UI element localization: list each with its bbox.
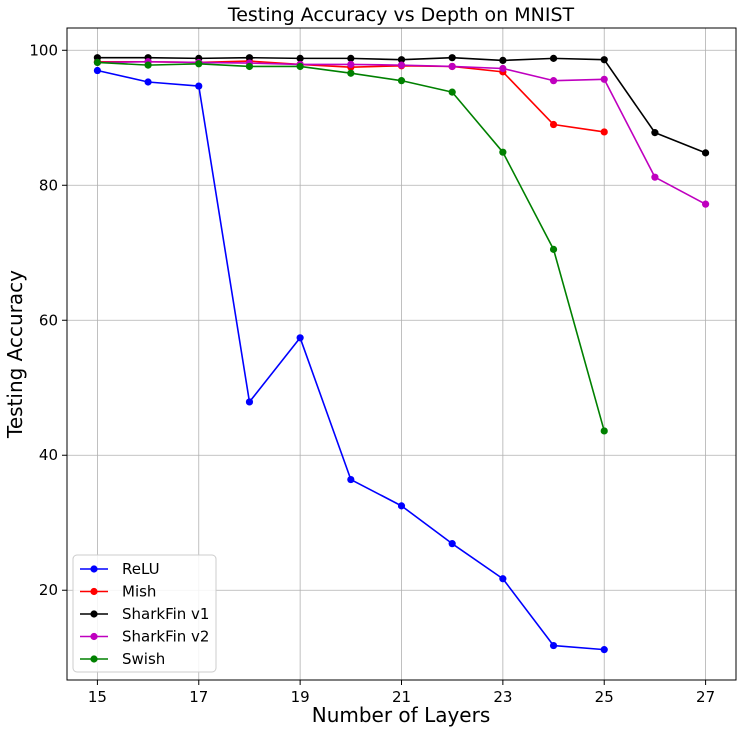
data-point-sharkfin-v1: [245, 54, 254, 62]
data-point-swish: [93, 58, 102, 67]
data-point-sharkfin-v1: [651, 129, 659, 137]
x-tick-label: 15: [88, 688, 107, 706]
data-point-sharkfin-v2: [347, 60, 355, 69]
y-tick-label: 40: [39, 446, 58, 464]
data-point-swish: [144, 61, 152, 69]
data-point-sharkfin-v1: [499, 56, 507, 64]
data-point-swish: [499, 148, 507, 156]
x-axis-label: Number of Layers: [312, 703, 491, 727]
data-point-relu: [600, 646, 608, 654]
data-point-relu: [245, 398, 254, 406]
x-tick-label: 23: [493, 688, 512, 706]
y-tick-label: 60: [39, 311, 58, 329]
legend-label-relu: ReLU: [122, 560, 160, 578]
y-axis-label: Testing Accuracy: [3, 270, 27, 439]
data-point-relu: [93, 66, 102, 75]
data-point-relu: [347, 475, 355, 484]
data-point-sharkfin-v1: [397, 56, 406, 64]
legend-marker-swish: [90, 655, 98, 663]
y-tick-label: 80: [39, 176, 58, 194]
legend-marker-sharkfin-v2: [90, 632, 98, 641]
data-point-sharkfin-v1: [600, 56, 608, 64]
data-point-sharkfin-v2: [549, 77, 558, 85]
legend-label-swish: Swish: [122, 650, 165, 668]
data-point-mish: [600, 128, 608, 136]
series-layer: [93, 54, 710, 654]
data-point-sharkfin-v1: [296, 54, 304, 62]
data-point-relu: [195, 82, 203, 90]
data-point-sharkfin-v1: [448, 54, 456, 62]
data-point-relu: [397, 502, 406, 510]
data-point-relu: [448, 540, 456, 548]
data-point-relu: [499, 575, 507, 583]
legend-marker-sharkfin-v1: [90, 610, 98, 618]
data-point-relu: [549, 641, 558, 650]
data-point-swish: [397, 77, 406, 85]
data-point-swish: [245, 62, 254, 71]
data-point-sharkfin-v2: [499, 64, 507, 73]
data-point-sharkfin-v2: [701, 200, 710, 208]
data-point-sharkfin-v1: [701, 149, 710, 157]
chart-title: Testing Accuracy vs Depth on MNIST: [227, 4, 575, 26]
legend: ReLU Mish SharkFin v1 SharkFin v2 Swish: [72, 554, 217, 673]
legend-label-sharkfin-v2: SharkFin v2: [122, 628, 209, 646]
series-relu: [93, 66, 608, 654]
data-point-sharkfin-v2: [397, 61, 406, 69]
data-point-sharkfin-v2: [651, 173, 659, 181]
legend-label-mish: Mish: [122, 583, 156, 601]
legend-marker-relu: [90, 565, 98, 573]
series-swish: [93, 58, 608, 435]
data-point-swish: [600, 427, 608, 435]
data-point-sharkfin-v2: [448, 62, 456, 71]
data-point-sharkfin-v1: [549, 54, 558, 62]
data-point-sharkfin-v1: [347, 54, 355, 62]
x-tick-label: 27: [696, 688, 715, 706]
x-tick-label: 17: [189, 688, 208, 706]
data-point-mish: [549, 120, 558, 129]
x-tick-label: 25: [595, 688, 614, 706]
axis-ticks: 15 17 19 21 23 25 27 20 40 60 80 100: [29, 41, 715, 706]
data-point-swish: [448, 88, 456, 96]
y-tick-label: 20: [39, 581, 58, 599]
y-tick-label: 100: [29, 41, 58, 59]
legend-box: [72, 554, 217, 673]
data-point-sharkfin-v2: [600, 75, 608, 83]
x-tick-label: 19: [291, 688, 310, 706]
legend-label-sharkfin-v1: SharkFin v1: [122, 605, 209, 623]
data-point-swish: [347, 69, 355, 77]
legend-marker-mish: [90, 587, 98, 596]
data-point-relu: [296, 334, 304, 342]
data-point-relu: [144, 78, 152, 86]
data-point-swish: [296, 62, 304, 71]
data-point-swish: [549, 245, 558, 253]
x-tick-label: 21: [392, 688, 411, 706]
data-point-swish: [195, 60, 203, 68]
